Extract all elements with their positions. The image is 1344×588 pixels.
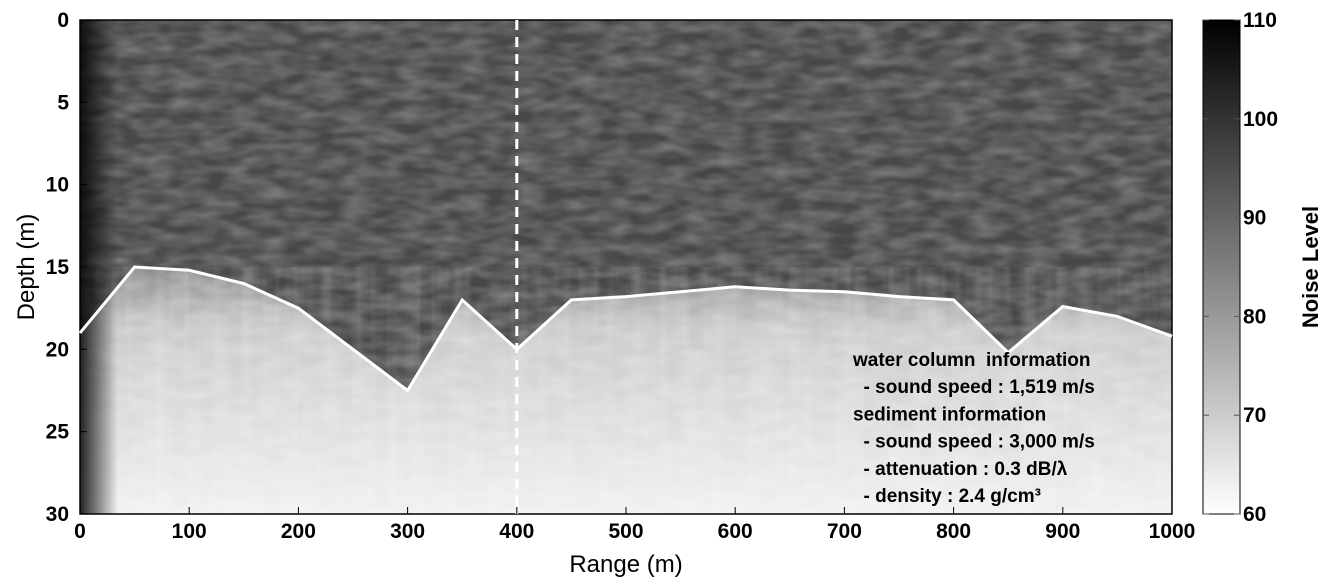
x-tick-label: 500	[608, 520, 643, 543]
y-tick-label: 5	[57, 91, 69, 114]
colorbar-gradient	[1202, 19, 1241, 515]
colorbar-tick-label: 80	[1243, 305, 1266, 328]
colorbar	[1202, 19, 1241, 515]
y-tick-label: 25	[46, 421, 70, 444]
annotation-line: sediment information	[853, 404, 1046, 425]
annotation-line: - sound speed : 3,000 m/s	[853, 432, 1095, 453]
x-tick-label: 1000	[1149, 520, 1196, 543]
y-tick-label: 30	[46, 503, 69, 526]
x-tick-label: 900	[1045, 520, 1080, 543]
x-tick-label: 700	[827, 520, 862, 543]
bottom-profile-line	[78, 265, 1173, 393]
x-tick-label: 0	[74, 520, 86, 543]
x-tick-label: 400	[499, 520, 534, 543]
x-tick-label: 600	[718, 520, 753, 543]
colorbar-label: Noise Level	[1298, 206, 1323, 328]
water-noise-texture	[80, 20, 1172, 514]
x-tick-label: 800	[936, 520, 971, 543]
y-tick-label: 15	[46, 256, 70, 279]
annotation-line: - sound speed : 1,519 m/s	[853, 377, 1095, 398]
y-axis-label: Depth (m)	[13, 214, 40, 321]
x-axis-label: Range (m)	[569, 551, 682, 578]
colorbar-tick-label: 70	[1243, 404, 1266, 427]
y-tick-label: 20	[46, 338, 69, 361]
colorbar-tick-label: 60	[1243, 503, 1266, 526]
y-tick-label: 0	[57, 9, 69, 32]
colorbar-tick-label: 110	[1243, 9, 1277, 32]
x-tick-label: 200	[281, 520, 316, 543]
annotation-line: - density : 2.4 g/cm³	[853, 486, 1041, 507]
x-tick-label: 300	[390, 520, 425, 543]
x-tick-label: 100	[172, 520, 207, 543]
y-tick-label: 10	[46, 174, 69, 197]
colorbar-tick-label: 90	[1243, 207, 1266, 230]
colorbar-tick-label: 100	[1243, 108, 1278, 131]
annotation-line: water column information	[852, 350, 1091, 371]
annotation-line: - attenuation : 0.3 dB/λ	[853, 459, 1068, 480]
heatmap-plot	[80, 20, 1172, 514]
